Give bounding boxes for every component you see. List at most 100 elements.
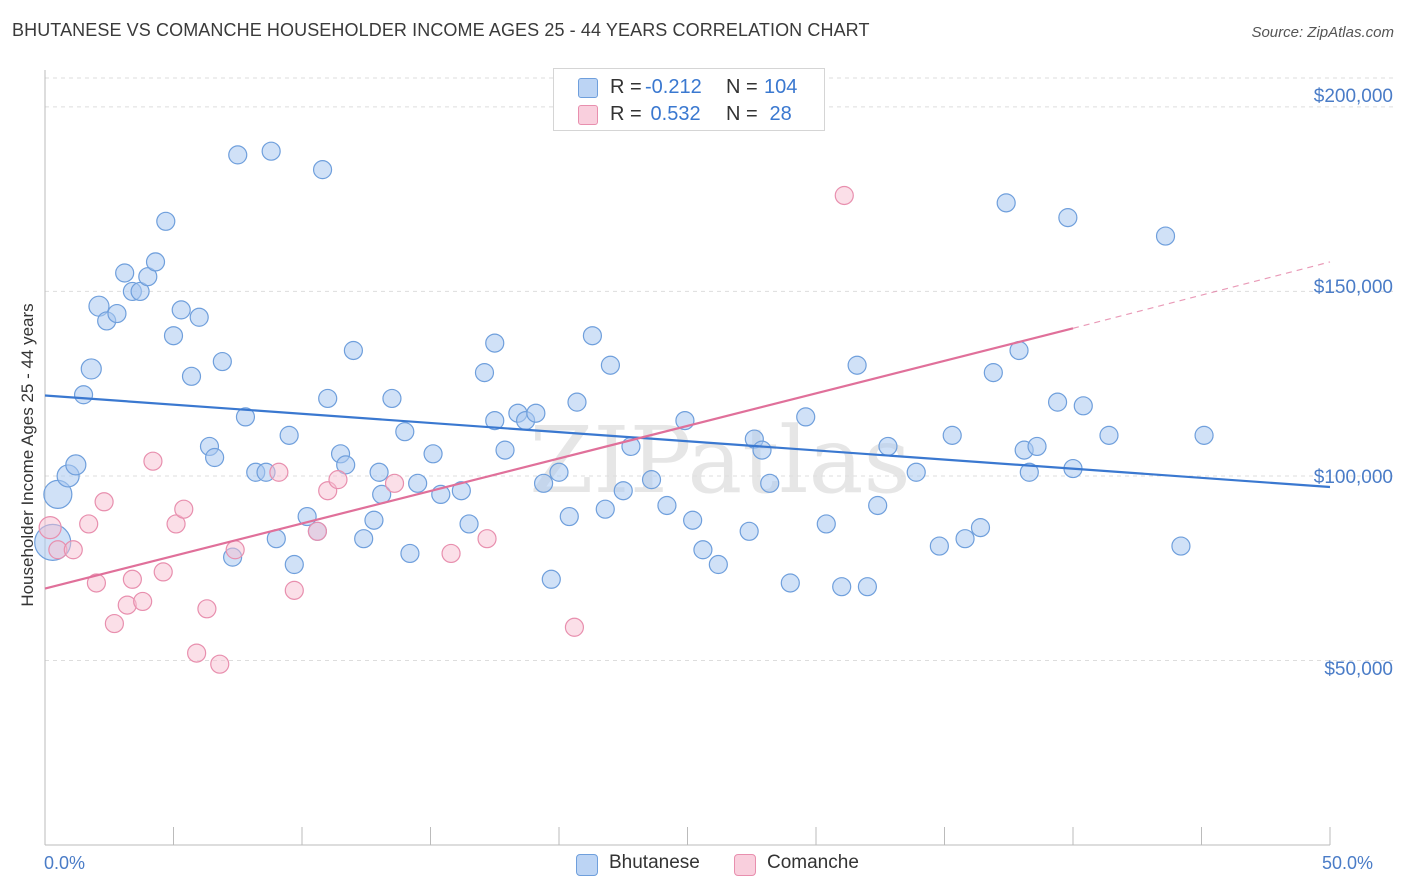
- bhutanese-point: [279, 425, 299, 445]
- bhutanese-point: [657, 495, 677, 516]
- bhutanese-point: [73, 385, 94, 405]
- bhutanese-point: [559, 506, 579, 527]
- y-axis-label: Householder Income Ages 25 - 44 years: [18, 303, 37, 607]
- comanche-point: [133, 591, 153, 612]
- bhutanese-point: [983, 363, 1003, 383]
- bhutanese-point: [163, 326, 184, 346]
- bhutanese-point: [752, 440, 772, 460]
- comanche-point: [86, 573, 107, 593]
- bhutanese-point: [205, 447, 225, 468]
- bhutanese-point: [495, 440, 515, 460]
- bhutanese-point: [683, 510, 703, 530]
- bhutanese-point: [816, 514, 836, 534]
- bhutanese-point: [80, 358, 102, 380]
- legend-n-value: 104: [764, 76, 798, 98]
- bhutanese-point: [906, 462, 926, 482]
- bhutanese-point: [395, 422, 415, 442]
- bhutanese-point: [613, 481, 633, 501]
- bhutanese-point: [780, 573, 800, 593]
- bhutanese-point: [832, 577, 852, 597]
- correlation-legend: R = -0.212 N = 104 R = 0.532 N = 28: [553, 68, 825, 131]
- bhutanese-point: [796, 407, 816, 427]
- bhutanese-point: [739, 521, 759, 541]
- bhutanese-point: [459, 514, 479, 534]
- comanche-point: [834, 185, 854, 206]
- legend-n-label: N =: [726, 103, 758, 125]
- bhutanese-point: [312, 160, 333, 180]
- comanche-point: [153, 562, 173, 582]
- bhutanese-point: [451, 481, 471, 501]
- comanche-point: [384, 473, 405, 493]
- bhutanese-point: [857, 577, 878, 597]
- bhutanese-point: [1019, 462, 1039, 482]
- legend-r-label: R =: [610, 103, 642, 125]
- comanche-point: [63, 540, 83, 560]
- bhutanese-point: [382, 388, 402, 409]
- bhutanese-point: [582, 326, 603, 346]
- y-tick-label-50000: $50,000: [1324, 659, 1393, 680]
- comanche-point: [441, 543, 461, 564]
- bhutanese-swatch-icon: [576, 854, 598, 876]
- comanche-point: [477, 529, 497, 549]
- bhutanese-point: [485, 410, 505, 431]
- bhutanese-point: [1171, 536, 1191, 556]
- bhutanese-point: [474, 363, 495, 383]
- chart-title: BHUTANESE VS COMANCHE HOUSEHOLDER INCOME…: [12, 20, 870, 40]
- bhutanese-point: [171, 300, 191, 320]
- bhutanese-point: [970, 518, 991, 538]
- bhutanese-point: [1155, 226, 1176, 246]
- bhutanese-point: [955, 529, 975, 549]
- bhutanese-point: [336, 455, 356, 475]
- bhutanese-point: [343, 340, 363, 361]
- bhutanese-point: [145, 252, 166, 272]
- bhutanese-point: [600, 355, 621, 375]
- legend-n-value: 28: [764, 103, 792, 125]
- bhutanese-point: [212, 351, 232, 372]
- bhutanese-point: [284, 554, 304, 575]
- comanche-point: [38, 516, 62, 540]
- comanche-point: [564, 617, 585, 637]
- comanche-point: [187, 643, 207, 663]
- bhutanese-point: [130, 281, 150, 302]
- bhutanese-point: [1073, 396, 1093, 416]
- bhutanese-point: [115, 263, 135, 283]
- bhutanese-point: [485, 333, 505, 353]
- comanche-swatch-icon: [578, 105, 598, 125]
- bhutanese-point: [1099, 425, 1119, 445]
- bhutanese-point: [1194, 425, 1214, 445]
- bhutanese-point: [354, 529, 374, 549]
- bhutanese-point: [533, 473, 554, 493]
- bhutanese-point: [526, 403, 546, 423]
- x-tick-label-min: 0.0%: [44, 853, 86, 873]
- legend-r-value: 0.532: [645, 103, 701, 125]
- bhutanese-point: [567, 392, 587, 412]
- legend-r-value: -0.212: [645, 76, 702, 98]
- bhutanese-point: [641, 470, 662, 490]
- comanche-point: [143, 451, 163, 471]
- comanche-point: [104, 613, 124, 634]
- x-tick-label-max: 50.0%: [1322, 853, 1374, 873]
- comanche-point: [94, 492, 114, 512]
- comanche-point: [269, 462, 289, 482]
- bhutanese-point: [1027, 436, 1047, 457]
- bhutanese-point: [189, 307, 209, 327]
- bhutanese-point: [400, 543, 420, 564]
- bhutanese-point: [107, 303, 127, 324]
- bhutanese-point: [423, 444, 443, 464]
- legend-r-label: R =: [610, 76, 642, 98]
- comanche-point: [166, 514, 186, 534]
- comanche-point: [284, 580, 304, 600]
- y-tick-label-150000: $150,000: [1313, 277, 1393, 298]
- comanche-swatch-icon: [734, 854, 756, 876]
- bottom-legend-label: Comanche: [767, 852, 859, 873]
- comanche-trend-extension: [1072, 261, 1331, 329]
- bhutanese-point: [138, 267, 158, 287]
- bhutanese-trend-line: [44, 394, 1331, 489]
- y-tick-label-200000: $200,000: [1313, 86, 1393, 107]
- bhutanese-point: [1058, 208, 1078, 228]
- bhutanese-point: [595, 499, 615, 519]
- bhutanese-point: [760, 473, 780, 493]
- watermark-text: ZIPatlas: [529, 407, 910, 514]
- bhutanese-point: [318, 388, 338, 409]
- bhutanese-point: [847, 355, 867, 375]
